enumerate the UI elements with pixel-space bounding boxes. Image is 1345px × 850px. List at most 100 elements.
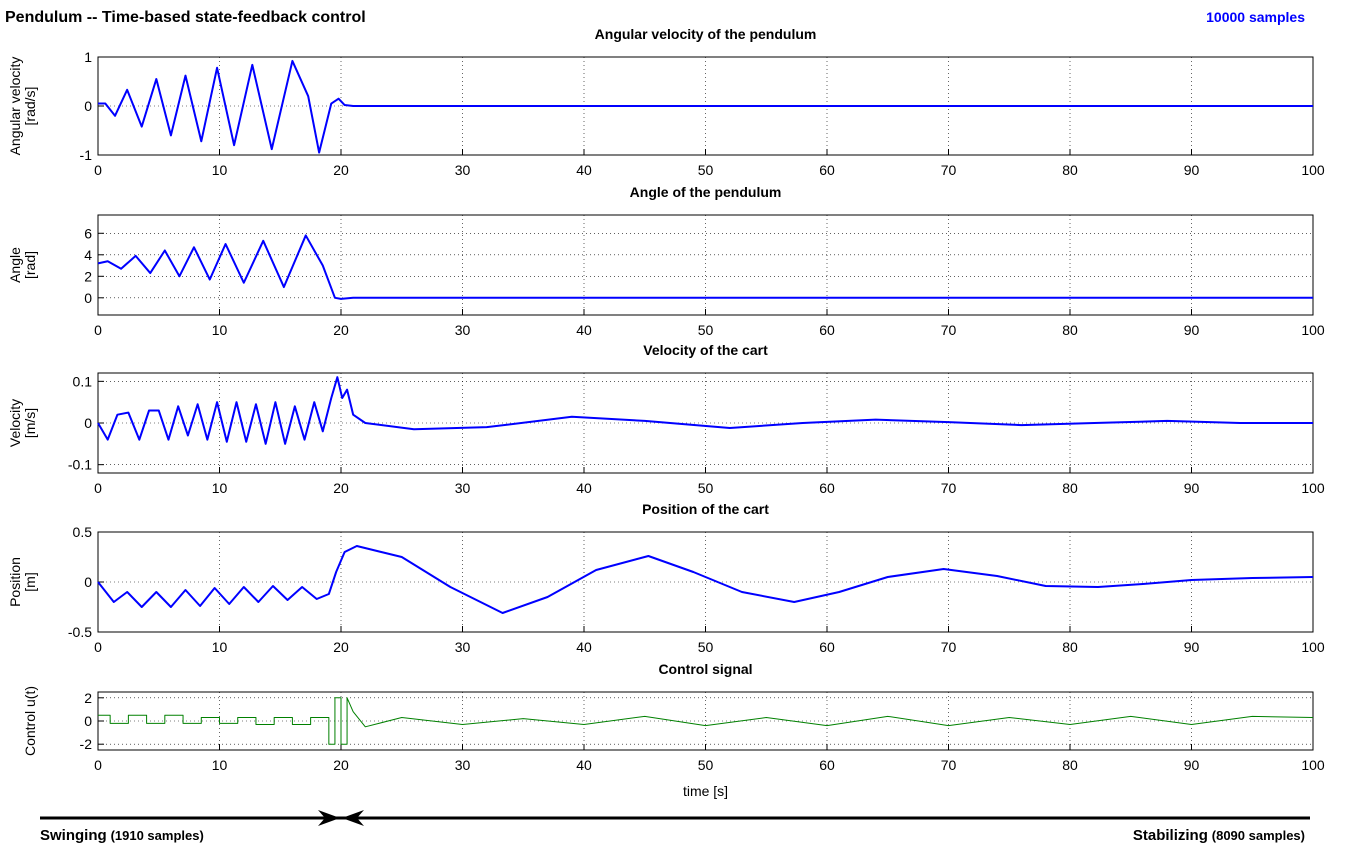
data-line [97,234,1313,300]
x-tick-label: 60 [819,162,835,178]
x-tick-label: 40 [576,480,592,496]
x-tick-label: 90 [1184,162,1200,178]
x-tick-label: 80 [1062,639,1078,655]
x-tick-label: 40 [576,322,592,338]
x-tick-label: 80 [1062,162,1078,178]
y-axis-label: [m] [22,572,38,591]
x-tick-label: 40 [576,639,592,655]
y-tick-label: -0.1 [68,457,92,473]
y-tick-label: 0 [84,415,92,431]
y-axis-label: Velocity [7,399,23,447]
x-tick-label: 0 [94,162,102,178]
y-tick-label: 1 [84,49,92,65]
arrow-right [318,810,340,826]
phase-right-name: Stabilizing [1133,827,1208,844]
plot-frame [97,214,1314,316]
x-tick-label: 100 [1301,322,1325,338]
y-tick-label: 0 [84,574,92,590]
x-tick-label: 40 [576,757,592,773]
phase-left-count: (1910 samples) [111,828,204,843]
x-tick-label: 10 [212,162,228,178]
x-tick-label: 50 [698,757,714,773]
chart-title: Angular velocity of the pendulum [595,26,817,42]
x-tick-label: 50 [698,162,714,178]
figure-title: Pendulum -- Time-based state-feedback co… [5,9,366,26]
x-tick-label: 70 [941,322,957,338]
y-tick-label: 6 [84,225,92,241]
y-tick-label: 0.1 [73,373,93,389]
y-axis-label: Angle [7,247,23,283]
x-tick-label: 30 [455,162,471,178]
x-tick-label: 60 [819,639,835,655]
x-tick-label: 90 [1184,322,1200,338]
x-tick-label: 20 [333,757,349,773]
phase-right-count: (8090 samples) [1212,828,1305,843]
x-tick-label: 100 [1301,639,1325,655]
x-tick-label: 0 [94,480,102,496]
y-tick-label: 0 [84,713,92,729]
x-tick-label: 70 [941,757,957,773]
x-tick-label: 30 [455,322,471,338]
chart-title: Position of the cart [642,501,769,517]
sample-count: 10000 samples [1206,9,1305,25]
phase-left: Swinging (1910 samples) [40,827,204,844]
chart-title: Velocity of the cart [643,342,768,358]
x-tick-label: 60 [819,322,835,338]
x-tick-label: 0 [94,639,102,655]
x-tick-label: 10 [212,639,228,655]
x-tick-label: 100 [1301,757,1325,773]
y-tick-label: 2 [84,690,92,706]
x-tick-label: 80 [1062,322,1078,338]
x-tick-label: 90 [1184,639,1200,655]
y-tick-label: -2 [80,736,93,752]
x-axis-label: time [s] [683,783,728,799]
y-axis-label: Control u(t) [22,686,38,756]
y-tick-label: 4 [84,247,92,263]
x-tick-label: 10 [212,322,228,338]
x-tick-label: 80 [1062,480,1078,496]
arrow-left [342,810,364,826]
x-tick-label: 70 [941,480,957,496]
x-tick-label: 20 [333,480,349,496]
data-line [98,59,1313,154]
y-axis-label: [rad/s] [22,87,38,126]
x-tick-label: 20 [333,322,349,338]
x-tick-label: 100 [1301,480,1325,496]
data-line [97,545,1314,614]
x-tick-label: 30 [455,480,471,496]
y-axis-label: [m/s] [22,408,38,438]
x-tick-label: 20 [333,162,349,178]
chart-title: Control signal [658,661,752,677]
x-tick-label: 80 [1062,757,1078,773]
x-tick-label: 40 [576,162,592,178]
y-tick-label: 0 [84,290,92,306]
y-tick-label: -0.5 [68,624,92,640]
y-axis-label: [rad] [22,251,38,279]
chart-title: Angle of the pendulum [630,184,782,200]
y-tick-label: 0.5 [73,524,93,540]
x-tick-label: 50 [698,480,714,496]
y-axis-label: Angular velocity [7,57,23,156]
phase-left-name: Swinging [40,827,107,844]
x-tick-label: 50 [698,322,714,338]
x-tick-label: 70 [941,162,957,178]
x-tick-label: 90 [1184,757,1200,773]
phase-right: Stabilizing (8090 samples) [1133,827,1305,844]
x-tick-label: 30 [455,639,471,655]
y-tick-label: -1 [80,147,93,163]
data-line [98,697,1314,745]
y-tick-label: 2 [84,268,92,284]
x-tick-label: 0 [94,757,102,773]
x-tick-label: 10 [212,757,228,773]
y-axis-label: Position [7,557,23,607]
data-line [97,376,1313,445]
plot-frame [97,691,1314,751]
x-tick-label: 90 [1184,480,1200,496]
x-tick-label: 10 [212,480,228,496]
x-tick-label: 60 [819,757,835,773]
x-tick-label: 20 [333,639,349,655]
x-tick-label: 60 [819,480,835,496]
x-tick-label: 0 [94,322,102,338]
